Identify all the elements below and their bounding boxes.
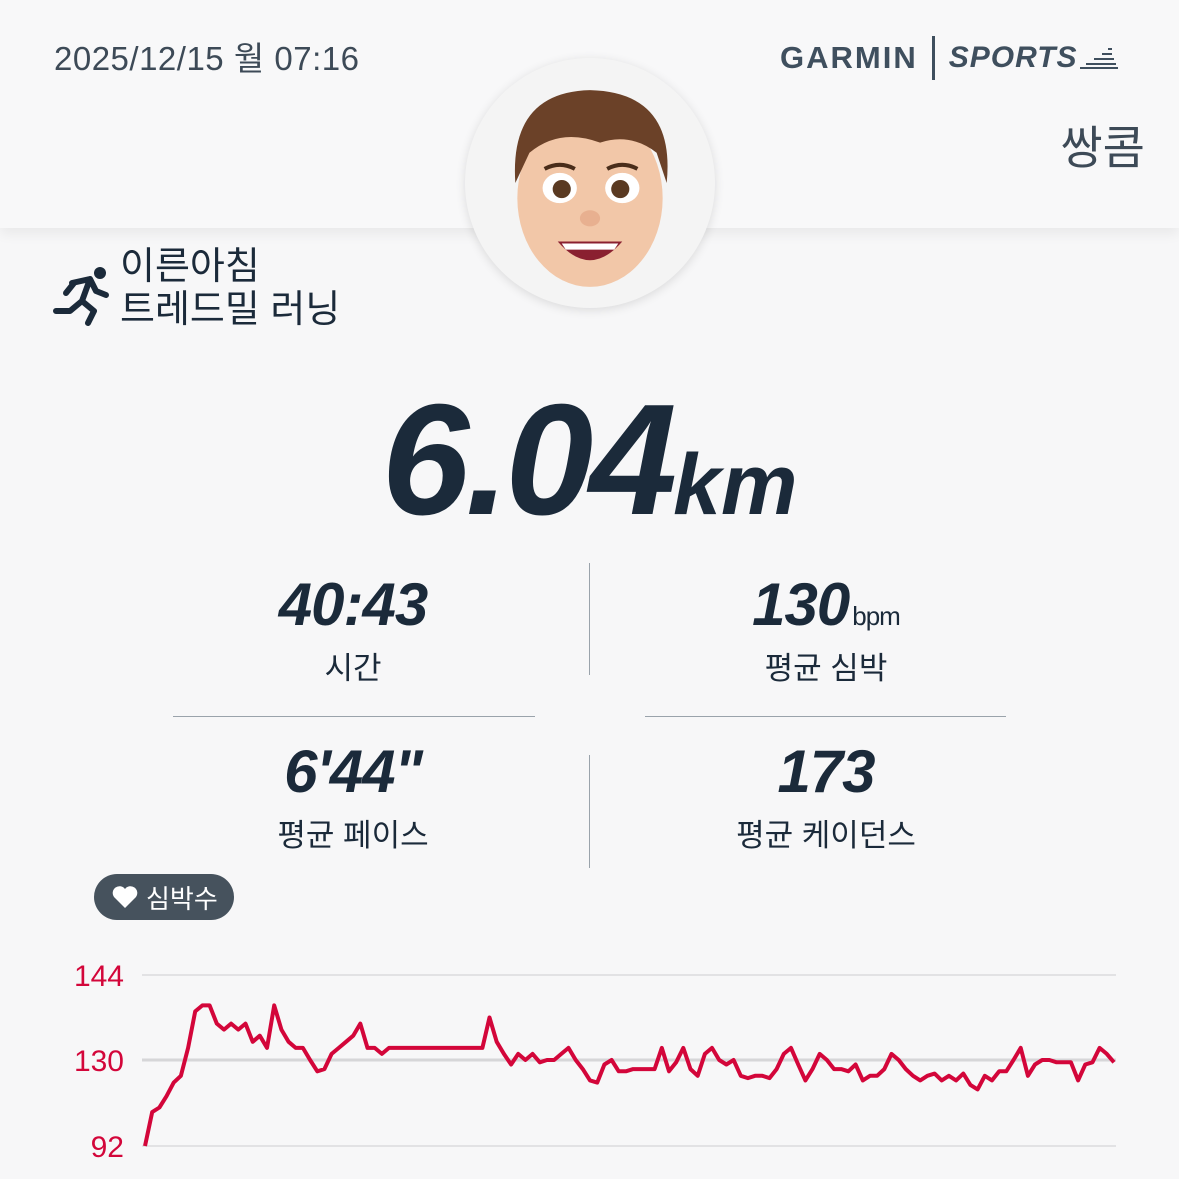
- running-icon: [53, 267, 109, 326]
- stat-label: 평균 케이던스: [736, 818, 916, 853]
- logo-divider: [931, 36, 935, 80]
- stat-label: 시간: [324, 651, 382, 686]
- divider: [589, 755, 590, 868]
- activity-time-of-day: 이른아침: [120, 246, 260, 288]
- heart-icon: [112, 886, 138, 908]
- y-tick-label: 92: [91, 1131, 124, 1164]
- distance-unit: km: [673, 437, 798, 533]
- garmin-sports-logo: GARMIN SPORTS: [780, 36, 1118, 80]
- heart-rate-label: 심박수: [146, 883, 218, 914]
- stat-avg-cadence: 173 평균 케이던스: [646, 737, 1006, 855]
- y-tick-label: 144: [74, 960, 124, 993]
- distance: 6.04km: [0, 370, 1179, 551]
- speed-lines-icon: [1079, 48, 1118, 69]
- heart-rate-chart: 144 130 92: [74, 960, 1116, 1164]
- stat-label: 평균 페이스: [277, 818, 429, 853]
- stat-avg-pace: 6'44" 평균 페이스: [173, 737, 533, 855]
- stat-avg-heart-rate: 130 bpm 평균 심박: [646, 570, 1006, 688]
- y-tick-label: 130: [74, 1045, 124, 1078]
- stat-value: 173: [777, 738, 875, 805]
- stat-label: 평균 심박: [764, 651, 888, 686]
- divider: [645, 716, 1006, 717]
- stat-unit: bpm: [852, 601, 901, 631]
- stat-time: 40:43 시간: [173, 570, 533, 688]
- brand-sub: SPORTS: [948, 41, 1078, 74]
- stat-value: 6'44": [284, 738, 423, 805]
- activity-name: 트레드밀 러닝: [120, 289, 341, 331]
- brand-name: GARMIN: [780, 40, 918, 75]
- heart-rate-badge[interactable]: 심박수: [94, 874, 234, 920]
- activity-type: 이른아침 트레드밀 러닝: [52, 246, 340, 336]
- avatar[interactable]: [465, 58, 715, 308]
- username: 쌍콤: [1060, 122, 1145, 174]
- heart-rate-line: [143, 1003, 1116, 1147]
- activity-datetime: 2025/12/15 월 07:16: [54, 40, 360, 77]
- stat-value: 40:43: [278, 571, 428, 638]
- divider: [589, 563, 590, 675]
- stat-value: 130: [752, 571, 850, 638]
- memoji-avatar-icon: [514, 90, 668, 287]
- distance-value: 6.04: [381, 372, 678, 548]
- divider: [173, 716, 535, 717]
